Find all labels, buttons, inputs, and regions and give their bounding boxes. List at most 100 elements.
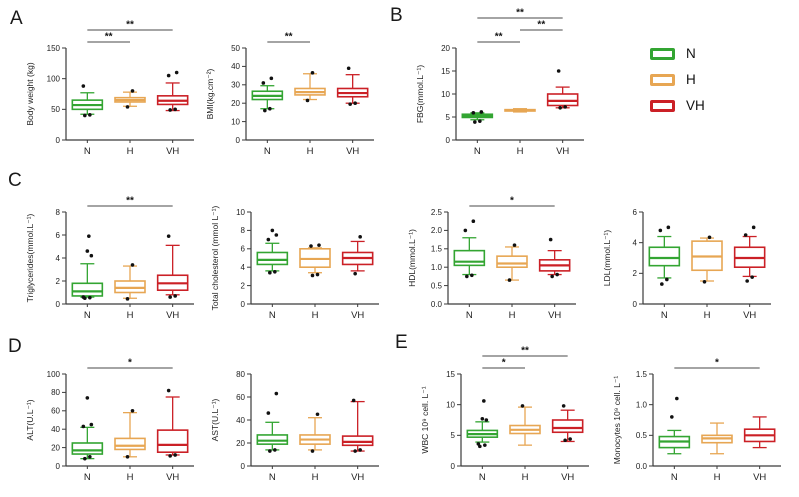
svg-text:2.5: 2.5 [431,208,443,217]
svg-text:VH: VH [753,472,766,483]
box-chart-bmi: 0 10 20 30 40 50 BMI(kg.cm⁻²) N H VH ** [205,32,374,157]
svg-text:VH: VH [556,146,569,157]
svg-text:H: H [312,310,319,321]
svg-text:N: N [264,146,271,157]
svg-text:10: 10 [441,90,450,99]
svg-text:HDL(mmol.L⁻¹): HDL(mmol.L⁻¹) [407,229,417,287]
svg-text:60: 60 [51,407,60,416]
svg-text:Body weight (kg): Body weight (kg) [25,62,35,125]
legend-item-h: H [650,72,705,87]
svg-text:FBG(mmol.L⁻¹): FBG(mmol.L⁻¹) [415,65,425,123]
svg-text:40: 40 [236,416,245,425]
svg-text:H: H [127,310,134,321]
svg-text:20: 20 [51,443,60,452]
svg-text:VH: VH [351,472,364,483]
legend-label-vh: VH [686,98,705,113]
svg-text:N: N [84,310,91,321]
svg-text:Triglycerides(mmol.L⁻¹): Triglycerides(mmol.L⁻¹) [25,213,35,302]
svg-text:20: 20 [231,99,240,108]
svg-text:Total cholesterol (mmol L⁻¹): Total cholesterol (mmol L⁻¹) [210,206,220,311]
svg-text:60: 60 [236,393,245,402]
panel-label-c: C [8,170,22,191]
svg-text:N: N [269,310,276,321]
svg-text:VH: VH [548,310,561,321]
svg-text:H: H [509,310,516,321]
svg-text:VH: VH [561,472,574,483]
box-chart-total-cholesterol: 0 2 4 6 8 10 Total cholesterol (mmol L⁻¹) N H VH [210,206,379,321]
svg-text:2: 2 [56,277,61,286]
svg-text:BMI(kg.cm⁻²): BMI(kg.cm⁻²) [205,68,215,119]
svg-text:40: 40 [51,425,60,434]
legend-label-h: H [686,72,696,87]
svg-text:VH: VH [166,310,179,321]
svg-text:H: H [522,472,529,483]
svg-text:AST(U.L⁻¹): AST(U.L⁻¹) [210,398,220,441]
svg-text:N: N [466,310,473,321]
svg-text:N: N [474,146,481,157]
box-chart-ldl: 0 2 4 6 LDL(mmol.L⁻¹) N H VH [602,208,771,321]
svg-text:H: H [704,310,711,321]
boxplot-monocytes: 0.0 0.5 1.0 1.5 Monocytes 10⁹ cell. L⁻¹ N H VH * [607,334,787,492]
box-chart-fbg: 0 5 10 15 20 FBG(mmol.L⁻¹) N H VH ** ** ** [415,8,584,157]
svg-text:6: 6 [241,245,246,254]
svg-text:2.0: 2.0 [431,226,443,235]
boxplot-ldl: 0 2 4 6 LDL(mmol.L⁻¹) N H VH [597,172,777,330]
boxplot-fbg: 0 5 10 15 20 FBG(mmol.L⁻¹) N H VH ** ** ** [410,8,590,166]
svg-text:40: 40 [231,62,240,71]
boxplot-hdl: 0.0 0.5 1.0 1.5 2.0 2.5 HDL(mmol.L⁻¹) N H VH * [402,172,582,330]
svg-text:WBC 10⁹ cell. L⁻¹: WBC 10⁹ cell. L⁻¹ [420,386,430,453]
svg-text:**: ** [126,196,134,207]
boxplot-ast: 0 20 40 60 80 AST(U.L⁻¹) N H VH [205,334,385,492]
svg-text:H: H [714,472,721,483]
svg-text:15: 15 [446,370,455,379]
boxplot-triglycerides: 0 2 4 6 8 Triglycerides(mmol.L⁻¹) N H VH ** [20,172,200,330]
svg-text:0: 0 [56,300,61,309]
svg-text:VH: VH [166,146,179,157]
svg-text:2: 2 [241,281,246,290]
svg-text:ALT(U.L⁻¹): ALT(U.L⁻¹) [25,399,35,440]
svg-text:80: 80 [51,388,60,397]
svg-text:N: N [479,472,486,483]
svg-text:0: 0 [451,462,456,471]
svg-text:4: 4 [633,238,638,247]
svg-text:2: 2 [633,269,638,278]
legend-swatch-n [650,47,675,60]
svg-text:1.0: 1.0 [636,400,648,409]
svg-text:10: 10 [231,117,240,126]
box-chart-monocytes: 0.0 0.5 1.0 1.5 Monocytes 10⁹ cell. L⁻¹ N H VH * [612,358,781,483]
svg-text:20: 20 [441,44,450,53]
svg-text:0.5: 0.5 [636,431,648,440]
svg-text:1.5: 1.5 [636,370,648,379]
svg-text:5: 5 [451,431,456,440]
svg-text:N: N [661,310,668,321]
boxplot-total-cholesterol: 0 2 4 6 8 10 Total cholesterol (mmol L⁻¹) N H VH [205,172,385,330]
box-chart-hdl: 0.0 0.5 1.0 1.5 2.0 2.5 HDL(mmol.L⁻¹) N H VH * [407,196,576,321]
panel-label-e: E [395,332,408,353]
svg-text:6: 6 [633,208,638,217]
svg-text:H: H [517,146,524,157]
box-chart-ast: 0 20 40 60 80 AST(U.L⁻¹) N H VH [210,370,379,483]
svg-text:1.0: 1.0 [431,263,443,272]
box-chart-triglycerides: 0 2 4 6 8 Triglycerides(mmol.L⁻¹) N H VH ** [25,196,194,321]
svg-text:8: 8 [241,226,246,235]
svg-text:**: ** [521,346,529,357]
svg-text:8: 8 [56,208,61,217]
svg-text:100: 100 [47,74,61,83]
svg-text:N: N [671,472,678,483]
svg-text:0: 0 [633,300,638,309]
svg-text:80: 80 [236,370,245,379]
svg-text:0: 0 [56,462,61,471]
svg-text:H: H [312,472,319,483]
svg-text:4: 4 [241,263,246,272]
svg-text:VH: VH [743,310,756,321]
svg-text:**: ** [516,8,524,19]
legend-item-vh: VH [650,98,705,113]
svg-text:0.0: 0.0 [636,462,648,471]
svg-text:H: H [127,472,134,483]
svg-text:H: H [307,146,314,157]
svg-text:10: 10 [236,208,245,217]
svg-text:**: ** [495,32,503,43]
svg-text:0: 0 [446,136,451,145]
